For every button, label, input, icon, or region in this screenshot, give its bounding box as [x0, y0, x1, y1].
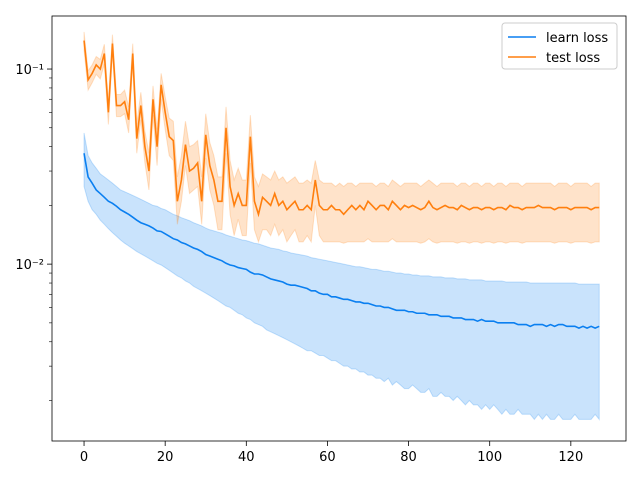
band — [83, 31, 600, 244]
axes-frame — [51, 15, 627, 442]
plot-area — [83, 31, 600, 421]
x-tick-label: 120 — [558, 450, 583, 465]
line — [83, 153, 600, 329]
x-tick-label: 0 — [80, 450, 88, 465]
legend-label: test loss — [546, 51, 600, 66]
line — [83, 40, 600, 218]
y-tick-label: 10⁻¹ — [15, 63, 44, 78]
x-tick-label: 60 — [319, 450, 336, 465]
x-tick-label: 40 — [238, 450, 255, 465]
y-tick-label: 10⁻² — [15, 258, 44, 273]
band — [83, 132, 600, 421]
x-tick-label: 20 — [157, 450, 174, 465]
legend-label: learn loss — [546, 31, 608, 46]
x-tick-label: 100 — [477, 450, 502, 465]
x-tick-label: 80 — [400, 450, 417, 465]
